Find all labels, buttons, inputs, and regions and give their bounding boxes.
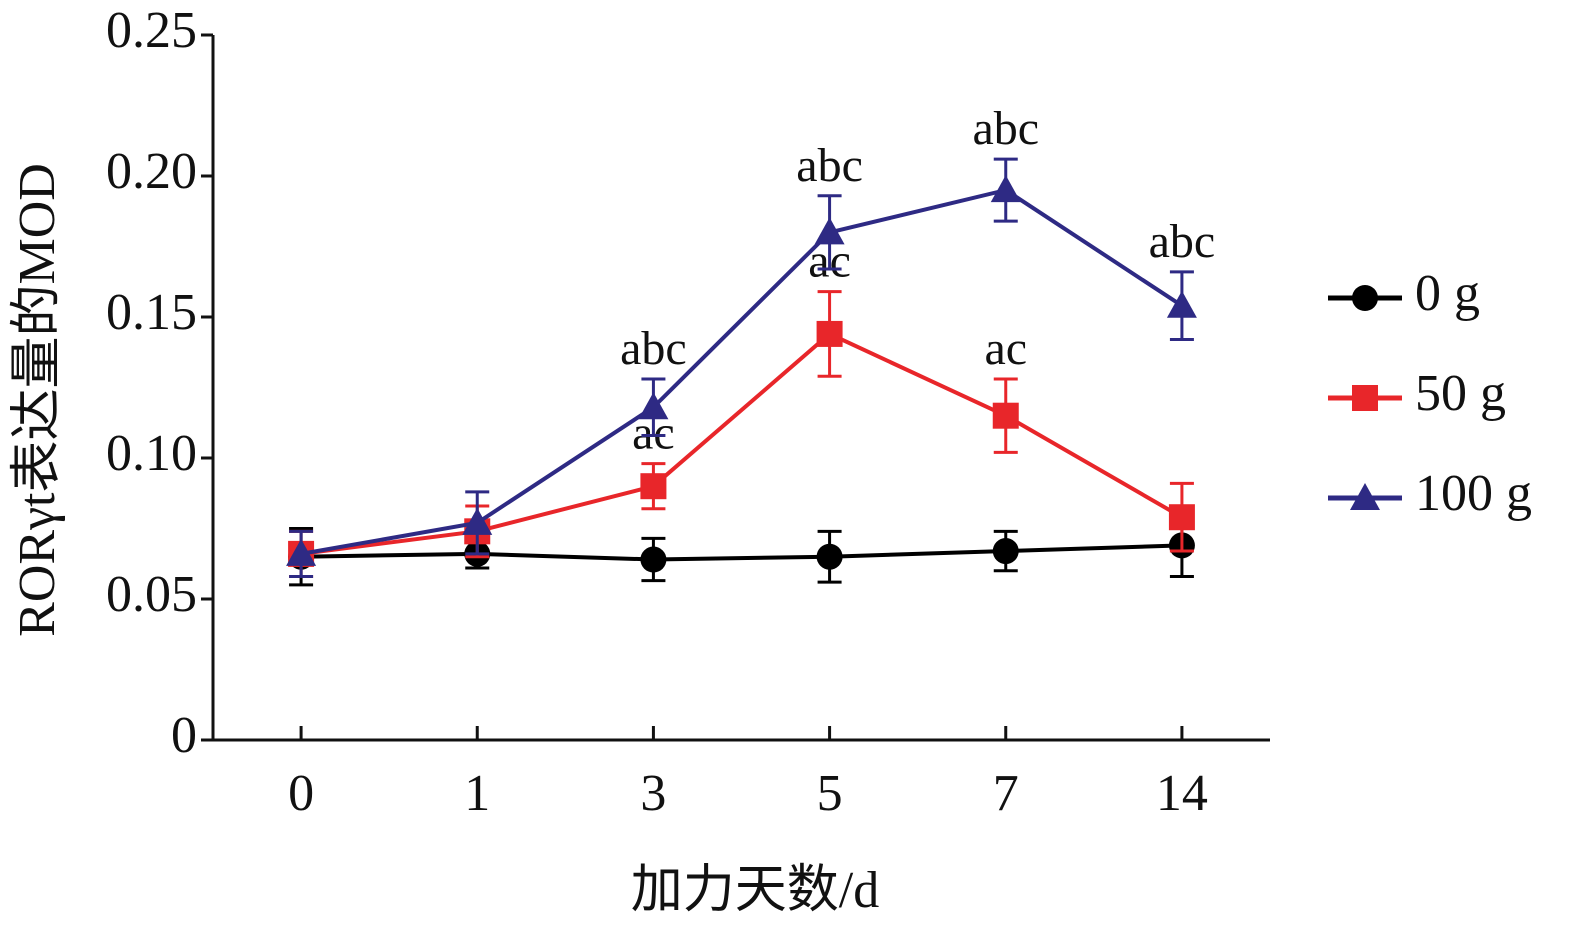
x-tick-label: 0 — [288, 765, 314, 822]
data-point — [814, 217, 845, 245]
data-point — [462, 507, 493, 535]
data-point — [816, 320, 843, 347]
series-line — [301, 543, 1182, 562]
legend-marker — [1352, 285, 1378, 311]
x-tick-label: 1 — [464, 765, 490, 822]
x-tick-label: 7 — [993, 765, 1019, 822]
data-point — [992, 538, 1019, 565]
legend-marker — [1352, 385, 1378, 411]
data-point — [640, 546, 667, 573]
significance-label: ac — [984, 322, 1027, 375]
data-point — [640, 473, 667, 500]
series-line — [300, 187, 1184, 556]
x-axis-label: 加力天数/d — [631, 862, 879, 919]
y-tick-label: 0.10 — [106, 425, 197, 482]
y-axis-label: RORγt表达量的MOD — [9, 163, 66, 637]
legend-label: 0 g — [1415, 265, 1480, 322]
y-tick-label: 0.20 — [106, 143, 197, 200]
y-tick-label: 0.25 — [106, 2, 197, 59]
significance-label: abc — [972, 102, 1039, 155]
legend-label: 100 g — [1415, 465, 1532, 522]
y-tick-label: 0.05 — [106, 566, 197, 623]
x-tick-label: 3 — [640, 765, 666, 822]
data-point — [286, 538, 317, 566]
data-point — [638, 392, 669, 420]
significance-label: abc — [1149, 215, 1216, 268]
legend-marker — [1350, 483, 1380, 510]
data-point — [990, 175, 1021, 203]
x-tick-label: 5 — [817, 765, 843, 822]
data-point — [816, 543, 843, 570]
series-line — [300, 331, 1183, 556]
x-tick-label: 14 — [1156, 765, 1208, 822]
y-tick-label: 0 — [171, 707, 197, 764]
data-point — [1166, 290, 1197, 318]
data-point — [992, 402, 1019, 429]
data-point — [1168, 504, 1195, 531]
significance-label: abc — [620, 322, 687, 375]
significance-label: abc — [796, 139, 863, 192]
y-tick-label: 0.15 — [106, 284, 197, 341]
legend-label: 50 g — [1415, 365, 1506, 422]
